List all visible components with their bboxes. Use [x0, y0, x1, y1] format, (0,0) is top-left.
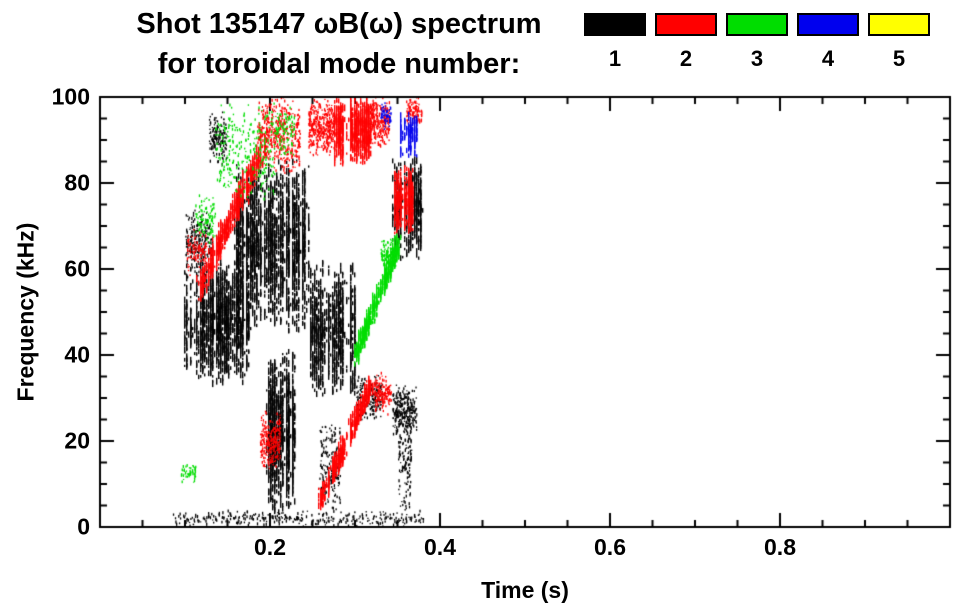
legend-label-mode-3: 3 [750, 46, 764, 71]
y-tick-label: 20 [64, 427, 90, 454]
y-axis-label: Frequency (kHz) [12, 222, 39, 402]
y-tick-label: 0 [77, 513, 90, 540]
x-tick-label: 0.8 [764, 534, 796, 560]
y-tick-label: 100 [51, 83, 90, 110]
chart-title-line2: for toroidal mode number: [157, 48, 521, 80]
legend-entry-mode-4: 4 [797, 13, 859, 70]
legend-entry-mode-5: 5 [868, 13, 930, 70]
y-tick-label: 80 [64, 169, 90, 196]
y-tick-label: 40 [64, 341, 90, 368]
chart-title: Shot 135147 ωB(ω) spectrum for toroidal … [100, 4, 578, 84]
legend-entry-mode-1: 1 [584, 13, 646, 70]
legend-label-mode-5: 5 [892, 46, 906, 71]
legend-label-mode-1: 1 [608, 46, 622, 71]
chart-title-line1: Shot 135147 ωB(ω) spectrum [136, 8, 542, 40]
legend-swatch-mode-1 [584, 13, 646, 36]
legend-label-mode-4: 4 [821, 46, 835, 71]
legend-swatch-mode-5 [868, 13, 930, 36]
x-tick-label: 0.2 [254, 534, 286, 560]
legend-entry-mode-2: 2 [655, 13, 717, 70]
x-tick-label: 0.6 [594, 534, 626, 560]
legend-swatch-mode-2 [655, 13, 717, 36]
legend-label-mode-2: 2 [679, 46, 693, 71]
legend-entry-mode-3: 3 [726, 13, 788, 70]
legend-swatch-mode-4 [797, 13, 859, 36]
x-axis-label: Time (s) [481, 577, 569, 603]
x-tick-label: 0.4 [424, 534, 456, 560]
y-tick-label: 60 [64, 255, 90, 282]
legend: 1 2 3 4 5 [584, 13, 930, 70]
legend-swatch-mode-3 [726, 13, 788, 36]
